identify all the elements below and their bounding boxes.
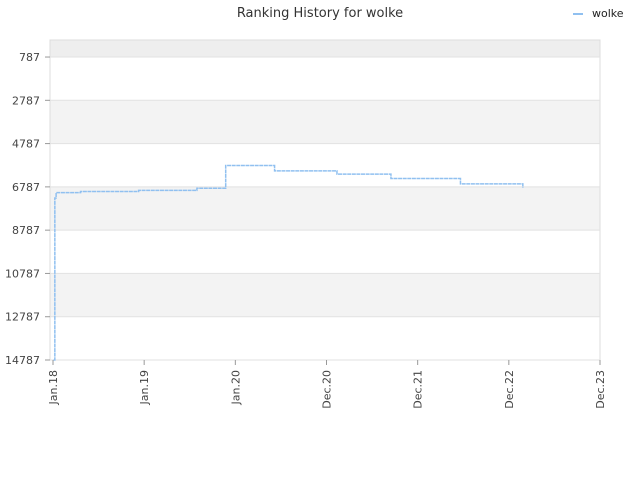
plot-band (50, 186, 600, 231)
x-tick-label: Dec.20 (321, 370, 334, 409)
x-tick-label: Dec.21 (412, 370, 425, 409)
legend-label: wolke (592, 7, 624, 20)
y-tick-label: 6787 (12, 181, 40, 194)
plot-band (50, 143, 600, 187)
plot-band (50, 273, 600, 317)
plot-band (50, 230, 600, 274)
plot-band (50, 100, 600, 144)
y-tick-label: 787 (19, 51, 40, 64)
series-line-wolke (53, 164, 524, 361)
legend[interactable]: wolke (573, 7, 624, 20)
series-lines (53, 164, 524, 361)
x-tick-label: Jan.18 (47, 370, 60, 405)
y-axis: 787 2787 4787 6787 8787 10787 12787 14787 (5, 51, 50, 367)
x-tick-label: Dec.23 (594, 370, 607, 409)
y-tick-label: 10787 (5, 267, 40, 280)
y-tick-label: 8787 (12, 224, 40, 237)
x-tick-label: Jan.19 (138, 370, 151, 405)
y-tick-label: 14787 (5, 354, 40, 367)
plot-band (50, 40, 600, 58)
plot-band (50, 316, 600, 360)
y-tick-label: 4787 (12, 138, 40, 151)
x-tick-label: Dec.22 (503, 370, 516, 409)
x-axis: Jan.18 Jan.19 Jan.20 Dec.20 Dec.21 Dec.22 Dec.… (47, 360, 607, 409)
chart-title: Ranking History for wolke (237, 6, 403, 21)
y-tick-label: 12787 (5, 311, 40, 324)
plot-bands (50, 40, 600, 360)
plot-band (50, 57, 600, 101)
x-tick-label: Jan.20 (229, 370, 242, 405)
grid-lines (49, 39, 601, 361)
y-tick-label: 2787 (12, 94, 40, 107)
